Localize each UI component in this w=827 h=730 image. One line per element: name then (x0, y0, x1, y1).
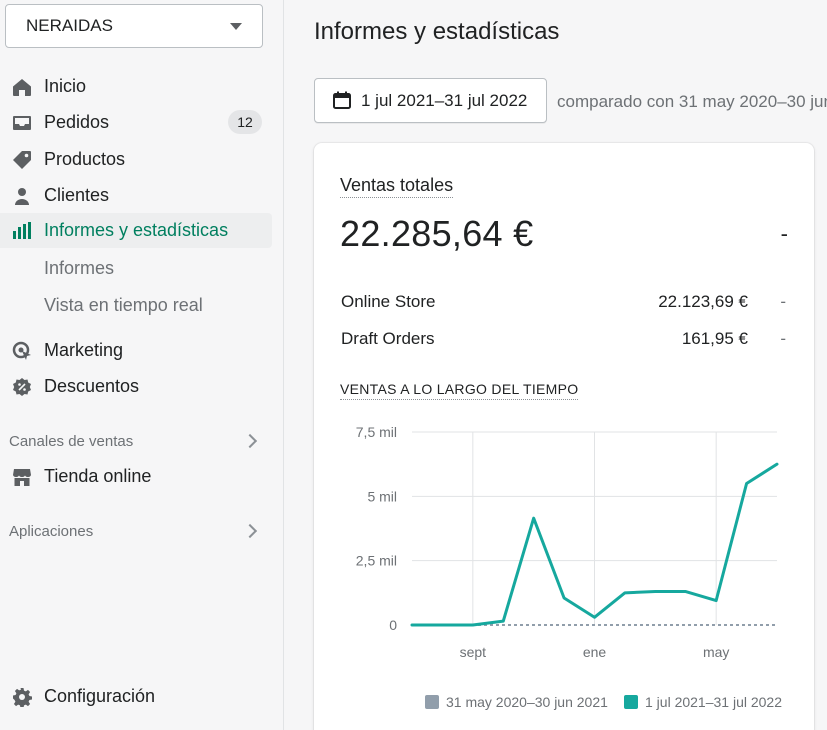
nav-item-pedidos[interactable]: Pedidos 12 (0, 105, 272, 140)
nav-item-marketing[interactable]: Marketing (0, 333, 272, 368)
channel-change: - (780, 292, 786, 311)
calendar-icon (333, 91, 351, 109)
nav-item-configuracion[interactable]: Configuración (0, 679, 272, 714)
gear-icon (11, 686, 33, 708)
channel-value: 161,95 € (681, 329, 748, 348)
x-tick-label: may (703, 644, 729, 660)
chevron-right-icon[interactable] (242, 433, 258, 449)
x-tick-label: ene (583, 644, 607, 660)
sales-over-time-chart: 0 2,5 mil 5 mil 7,5 mil sept ene may (356, 424, 779, 660)
nav-item-tienda-online[interactable]: Tienda online (0, 459, 272, 494)
legend-label: 31 may 2020–30 jun 2021 (446, 694, 608, 710)
apps-label: Aplicaciones (9, 523, 94, 540)
main-content: Informes y estadísticas 1 jul 2021–31 ju… (284, 0, 827, 730)
comparison-text: comparado con 31 may 2020–30 jun 2021 (557, 92, 827, 111)
home-icon (11, 76, 33, 98)
target-icon (11, 340, 33, 362)
nav-item-inicio[interactable]: Inicio (0, 69, 272, 104)
total-sales-value: 22.285,64 € (340, 213, 534, 254)
orders-count-badge: 12 (228, 110, 262, 134)
nav-label: Tienda online (44, 466, 152, 486)
nav-item-productos[interactable]: Productos (0, 142, 272, 177)
nav-label: Descuentos (44, 376, 140, 396)
nav-sub-informes[interactable]: Informes (44, 258, 115, 278)
page-title: Informes y estadísticas (314, 18, 560, 45)
nav-sub-tiempo-real[interactable]: Vista en tiempo real (44, 295, 203, 315)
nav-label: Informes y estadísticas (44, 220, 229, 240)
nav-item-informes[interactable]: Informes y estadísticas (0, 213, 272, 248)
tag-icon (11, 149, 33, 171)
legend-item-current[interactable]: 1 jul 2021–31 jul 2022 (624, 694, 782, 710)
total-change: - (780, 221, 788, 246)
channel-label: Online Store (341, 292, 436, 311)
discount-icon (11, 376, 33, 398)
y-tick-label: 2,5 mil (356, 553, 397, 569)
date-range-label: 1 jul 2021–31 jul 2022 (361, 90, 528, 110)
legend-swatch (425, 695, 439, 709)
chevron-right-icon[interactable] (242, 523, 258, 539)
caret-down-icon (230, 23, 242, 30)
channel-label: Draft Orders (341, 329, 435, 348)
nav-item-descuentos[interactable]: Descuentos (0, 369, 272, 404)
store-selector[interactable]: NERAIDAS (5, 4, 263, 48)
store-name: NERAIDAS (26, 16, 113, 35)
card-title[interactable]: Ventas totales (340, 175, 454, 198)
nav-label: Marketing (44, 340, 124, 360)
nav-label: Configuración (44, 686, 156, 706)
nav-item-clientes[interactable]: Clientes (0, 178, 272, 213)
nav-label: Inicio (44, 76, 87, 96)
x-tick-label: sept (460, 644, 487, 660)
store-icon (11, 466, 33, 488)
sidebar: NERAIDAS Inicio Pedidos 12 Productos Cli… (0, 0, 284, 730)
y-tick-label: 7,5 mil (356, 424, 397, 440)
bar-chart-icon (11, 220, 33, 242)
chart-title[interactable]: VENTAS A LO LARGO DEL TIEMPO (340, 381, 579, 400)
y-tick-label: 5 mil (367, 488, 397, 504)
total-sales-card: Ventas totales 22.285,64 € - Online Stor… (314, 143, 814, 730)
person-icon (11, 185, 33, 207)
channel-change: - (780, 329, 786, 348)
nav-label: Productos (44, 149, 126, 169)
legend-label: 1 jul 2021–31 jul 2022 (645, 694, 783, 710)
legend-swatch (624, 695, 638, 709)
inbox-icon (11, 112, 33, 134)
sales-channels-label: Canales de ventas (9, 433, 134, 450)
channel-value: 22.123,69 € (658, 292, 748, 311)
nav-label: Clientes (44, 185, 110, 205)
y-tick-label: 0 (389, 617, 397, 633)
date-range-button[interactable]: 1 jul 2021–31 jul 2022 (314, 78, 547, 123)
nav-label: Pedidos (44, 112, 110, 132)
legend-item-previous[interactable]: 31 may 2020–30 jun 2021 (425, 694, 608, 710)
